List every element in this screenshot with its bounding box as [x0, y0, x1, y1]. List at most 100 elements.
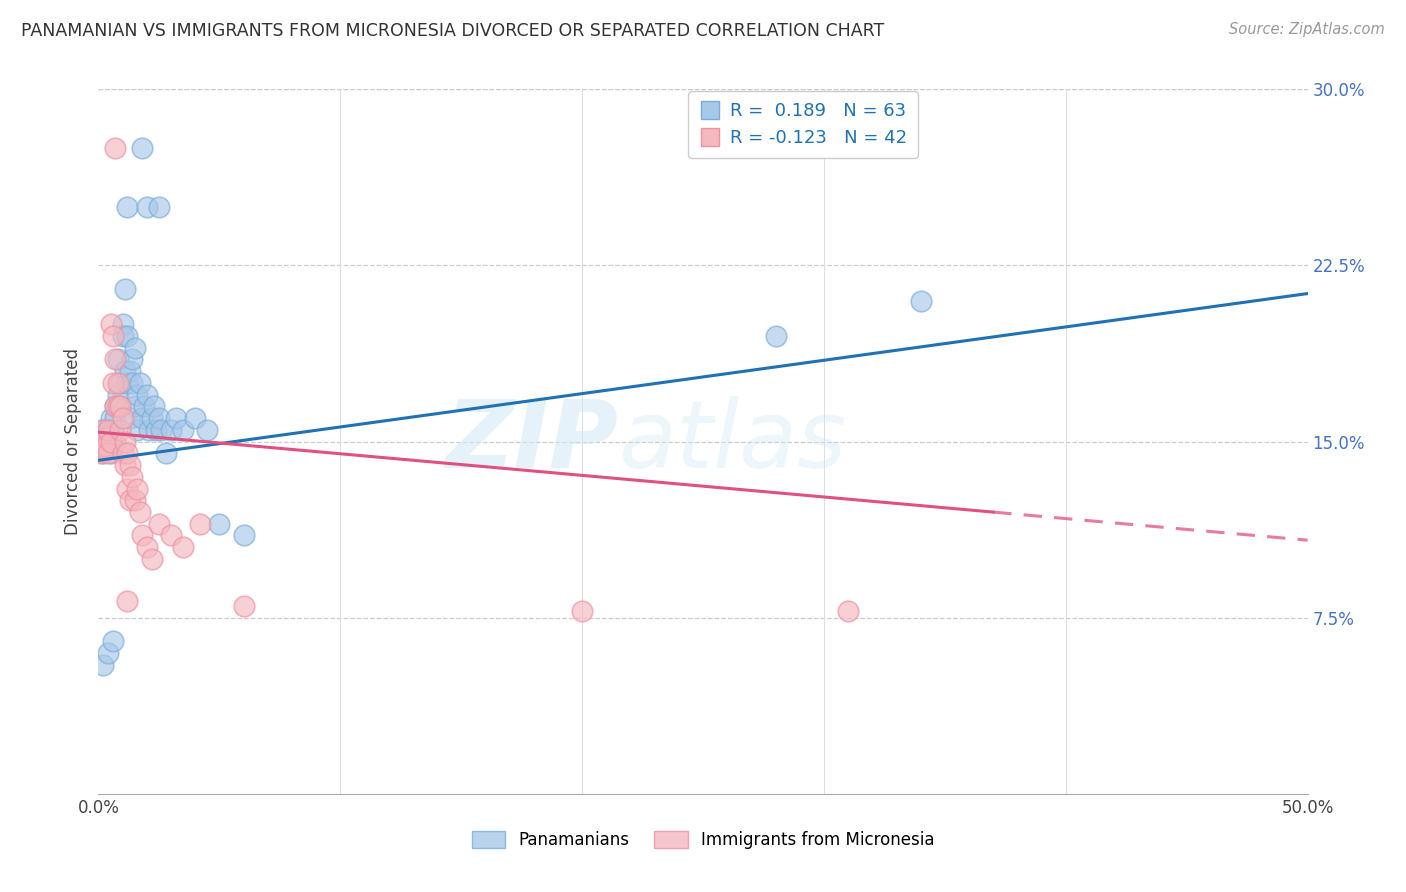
Point — [114, 458, 136, 472]
Point — [111, 328, 134, 343]
Point — [90, 434, 112, 449]
Point — [765, 328, 787, 343]
Point — [108, 399, 131, 413]
Point — [148, 411, 170, 425]
Point — [114, 364, 136, 378]
Point — [232, 528, 254, 542]
Y-axis label: Divorced or Separated: Divorced or Separated — [63, 348, 82, 535]
Point — [165, 411, 187, 425]
Point — [121, 376, 143, 390]
Point — [195, 423, 218, 437]
Point — [160, 423, 183, 437]
Point — [104, 411, 127, 425]
Point — [117, 200, 139, 214]
Point — [135, 200, 157, 214]
Point — [91, 446, 114, 460]
Point — [208, 516, 231, 531]
Point — [91, 423, 114, 437]
Point — [101, 376, 124, 390]
Point — [104, 141, 127, 155]
Point — [121, 469, 143, 483]
Point — [117, 376, 139, 390]
Point — [104, 399, 127, 413]
Point — [111, 317, 134, 331]
Point — [138, 423, 160, 437]
Text: atlas: atlas — [619, 396, 846, 487]
Point — [172, 423, 194, 437]
Point — [188, 516, 211, 531]
Point — [148, 200, 170, 214]
Point — [90, 439, 112, 453]
Point — [127, 423, 149, 437]
Point — [94, 423, 117, 437]
Point — [124, 399, 146, 413]
Point — [117, 328, 139, 343]
Point — [91, 439, 114, 453]
Point — [131, 411, 153, 425]
Point — [160, 528, 183, 542]
Point — [90, 423, 112, 437]
Text: PANAMANIAN VS IMMIGRANTS FROM MICRONESIA DIVORCED OR SEPARATED CORRELATION CHART: PANAMANIAN VS IMMIGRANTS FROM MICRONESIA… — [21, 22, 884, 40]
Point — [118, 364, 141, 378]
Point — [94, 439, 117, 453]
Point — [90, 446, 112, 460]
Point — [107, 387, 129, 401]
Point — [104, 352, 127, 367]
Point — [571, 604, 593, 618]
Point — [232, 599, 254, 613]
Text: ZIP: ZIP — [446, 395, 619, 488]
Point — [101, 634, 124, 648]
Point — [94, 439, 117, 453]
Point — [131, 528, 153, 542]
Point — [111, 446, 134, 460]
Point — [114, 434, 136, 449]
Point — [134, 399, 156, 413]
Point — [97, 446, 120, 460]
Point — [108, 376, 131, 390]
Point — [94, 434, 117, 449]
Point — [121, 352, 143, 367]
Point — [150, 423, 173, 437]
Point — [104, 434, 127, 449]
Point — [100, 446, 122, 460]
Point — [141, 411, 163, 425]
Point — [100, 411, 122, 425]
Point — [108, 423, 131, 437]
Point — [128, 505, 150, 519]
Point — [145, 423, 167, 437]
Point — [91, 439, 114, 453]
Point — [114, 282, 136, 296]
Point — [94, 430, 117, 444]
Point — [107, 352, 129, 367]
Point — [128, 376, 150, 390]
Point — [108, 399, 131, 413]
Point — [127, 482, 149, 496]
Point — [184, 411, 207, 425]
Point — [148, 516, 170, 531]
Point — [837, 604, 859, 618]
Point — [111, 411, 134, 425]
Point — [143, 399, 166, 413]
Point — [101, 423, 124, 437]
Point — [101, 328, 124, 343]
Point — [117, 482, 139, 496]
Point — [910, 293, 932, 308]
Point — [117, 594, 139, 608]
Point — [135, 387, 157, 401]
Point — [124, 493, 146, 508]
Point — [100, 317, 122, 331]
Point — [100, 430, 122, 444]
Point — [107, 376, 129, 390]
Point — [118, 458, 141, 472]
Point — [91, 657, 114, 672]
Point — [131, 141, 153, 155]
Legend: Panamanians, Immigrants from Micronesia: Panamanians, Immigrants from Micronesia — [465, 824, 941, 856]
Point — [127, 387, 149, 401]
Point — [118, 493, 141, 508]
Point — [100, 434, 122, 449]
Point — [97, 439, 120, 453]
Point — [97, 646, 120, 660]
Point — [141, 552, 163, 566]
Point — [117, 446, 139, 460]
Point — [107, 399, 129, 413]
